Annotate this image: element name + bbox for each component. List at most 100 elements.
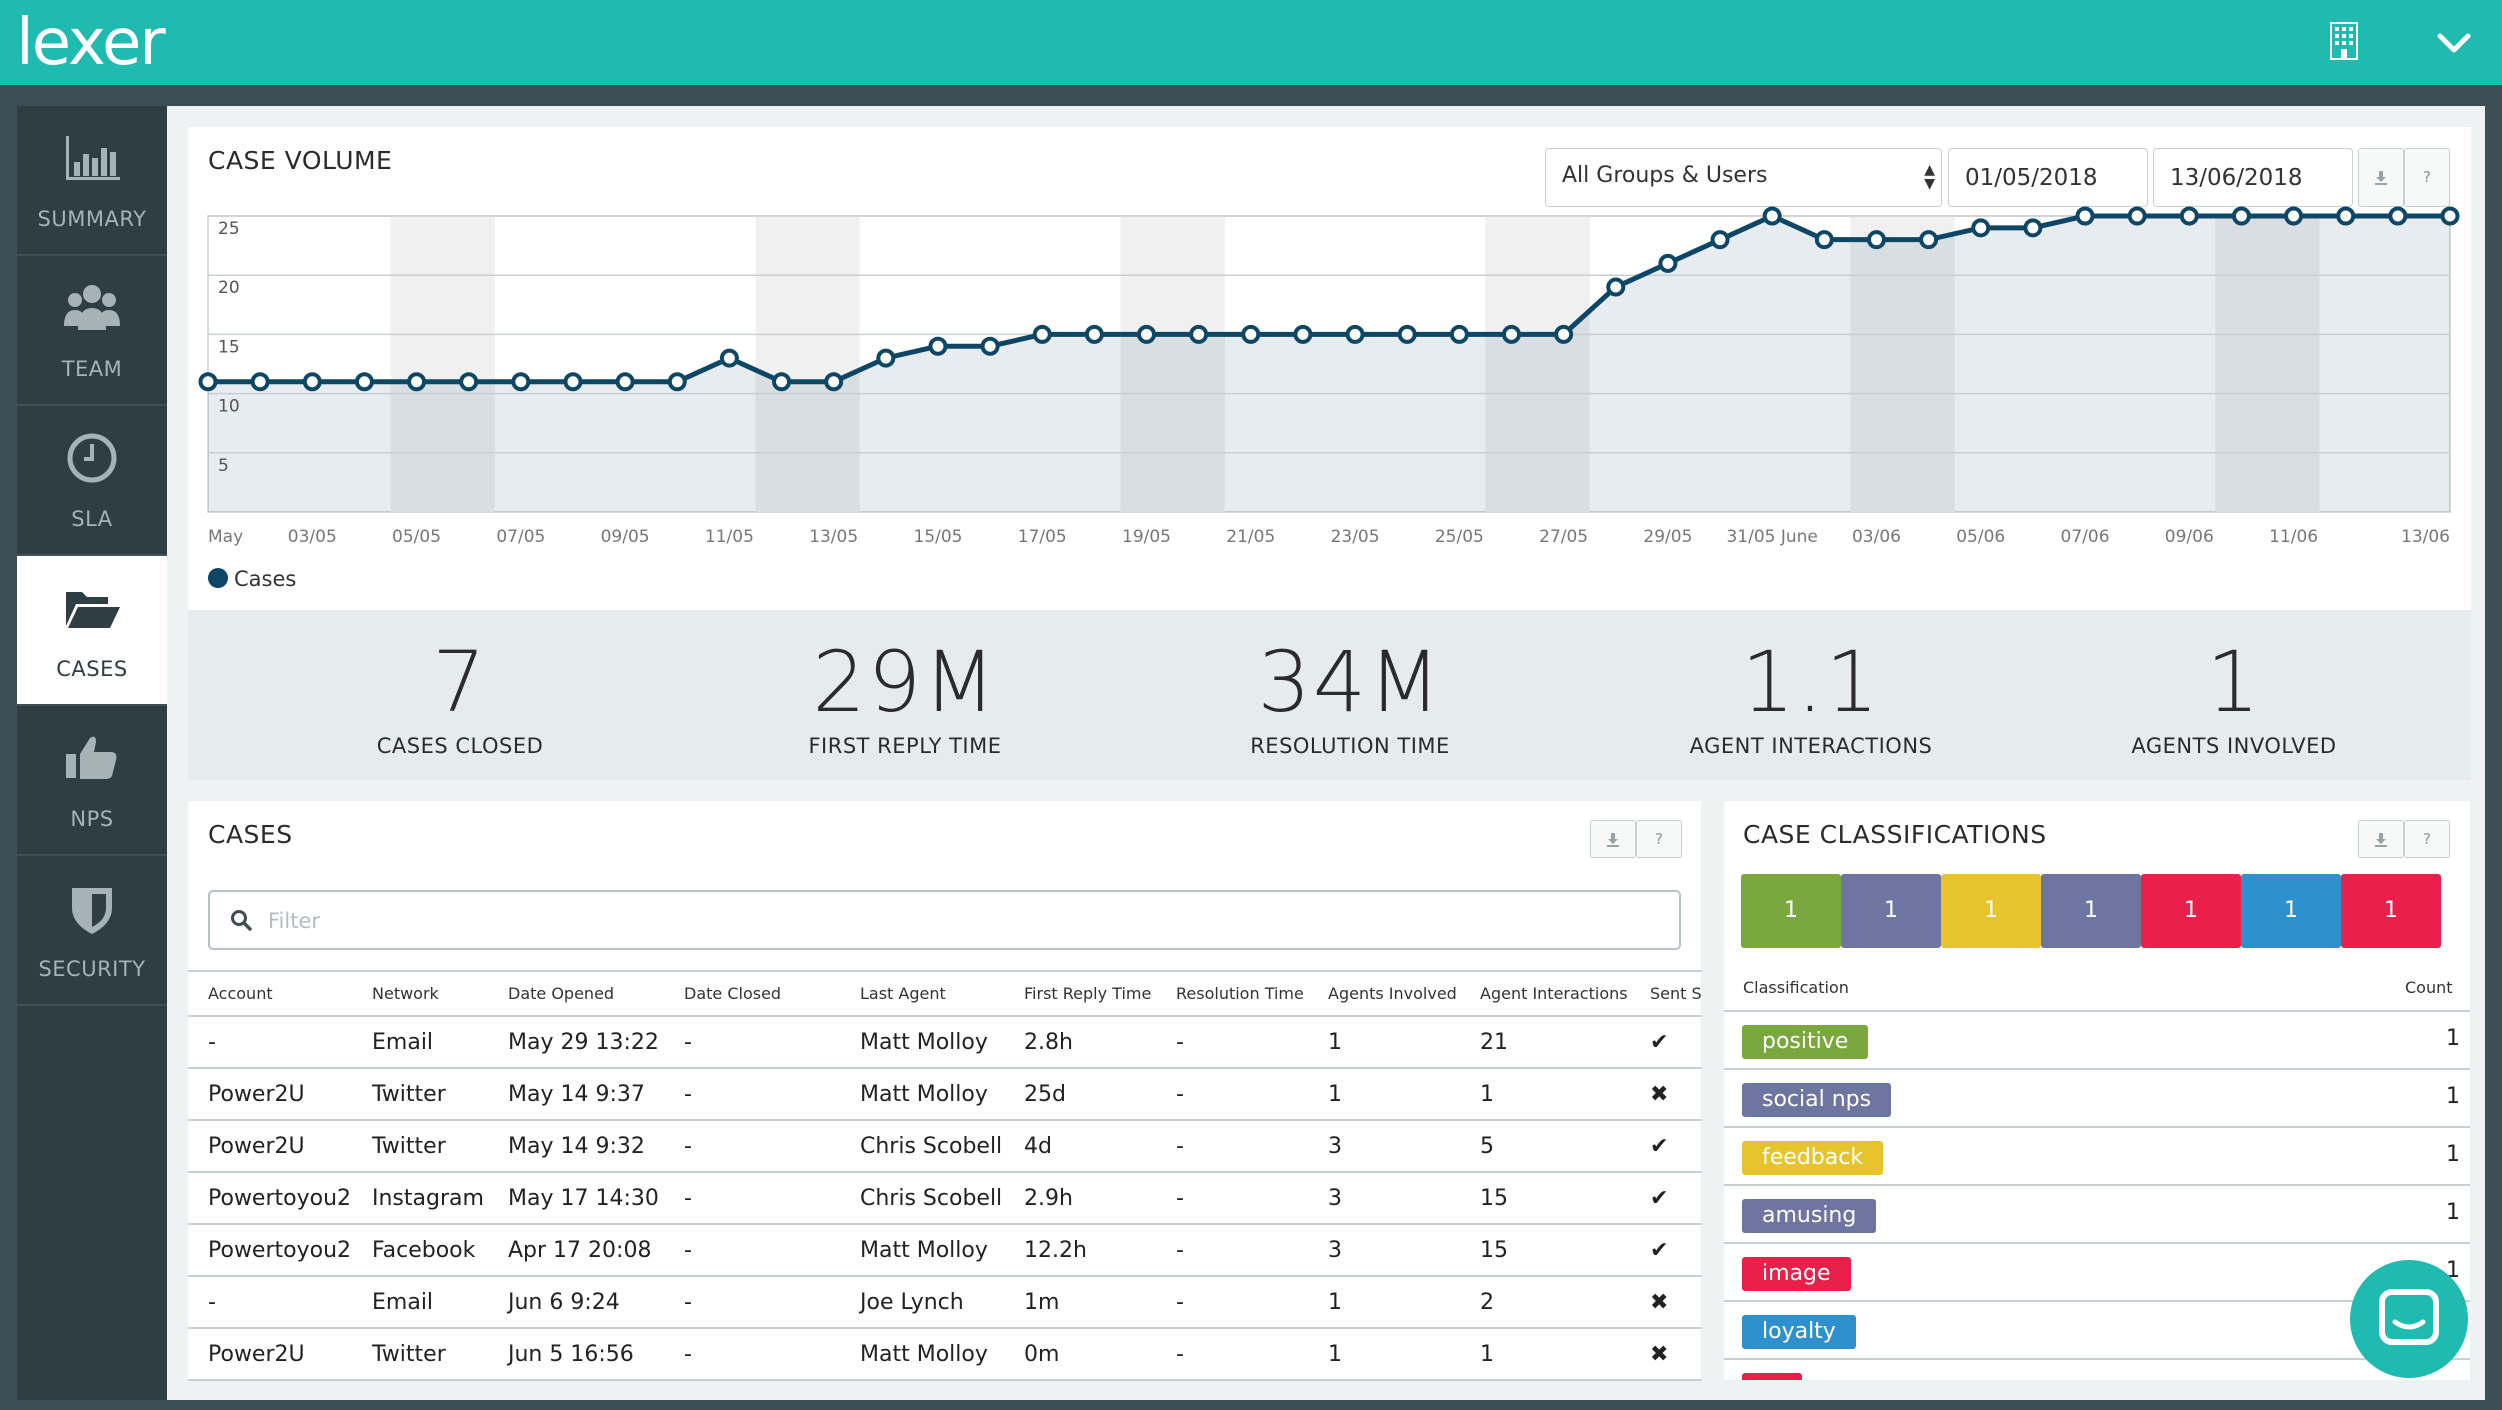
cell-first-reply-time: 12.2h: [1004, 1224, 1156, 1277]
table-row[interactable]: Power2U Twitter Jun 5 16:56 - Matt Mollo…: [188, 1328, 1702, 1381]
x-tick-label: 15/05: [913, 527, 962, 547]
classification-tag: [1742, 1373, 1802, 1380]
cell-account: Powertoyou2: [188, 1172, 352, 1225]
data-point: [511, 372, 531, 392]
classification-block[interactable]: 1: [1741, 874, 1841, 948]
cell-date-opened: May 17 14:30: [488, 1172, 664, 1225]
table-row[interactable]: Power2U Twitter May 14 9:37 - Matt Mollo…: [188, 1068, 1702, 1121]
stat-value: 7: [432, 633, 488, 731]
data-point: [1554, 324, 1574, 344]
classification-block[interactable]: 1: [2141, 874, 2241, 948]
column-header-account[interactable]: Account: [188, 970, 352, 1017]
classification-block[interactable]: 1: [2241, 874, 2341, 948]
cell-agents-involved: 1: [1308, 1068, 1460, 1121]
classifications-help-button[interactable]: ?: [2404, 820, 2450, 858]
cell-last-agent: Matt Molloy: [840, 1016, 1004, 1069]
cell-last-agent: Joe Lynch: [840, 1276, 1004, 1329]
cell-first-reply-time: 2.8h: [1004, 1016, 1156, 1069]
app-logo[interactable]: lexer: [16, 6, 166, 80]
data-point: [2075, 206, 2095, 226]
cell-network: Twitter: [352, 1120, 488, 1173]
cell-agents-involved: 1: [1308, 1276, 1460, 1329]
filter-placeholder: Filter: [268, 909, 321, 933]
column-header-resolution-time[interactable]: Resolution Time: [1156, 970, 1308, 1017]
column-header-date-closed[interactable]: Date Closed: [664, 970, 840, 1017]
chevron-down-icon[interactable]: [2436, 28, 2472, 58]
select-caret-icon: ▲ ▼: [1924, 162, 1935, 192]
table-row[interactable]: Powertoyou2 Facebook Apr 17 20:08 - Matt…: [188, 1224, 1702, 1277]
cell-account: Power2U: [188, 1068, 352, 1121]
weekend-band: [1485, 216, 1590, 512]
cases-download-button[interactable]: [1590, 820, 1636, 858]
table-row[interactable]: Powertoyou2 Instagram May 17 14:30 - Chr…: [188, 1172, 1702, 1225]
cell-account: Power2U: [188, 1120, 352, 1173]
table-row[interactable]: Power2U Twitter May 14 9:32 - Chris Scob…: [188, 1120, 1702, 1173]
classification-tag: amusing: [1742, 1199, 1877, 1233]
building-icon[interactable]: [2330, 22, 2358, 60]
column-header-agents-involved[interactable]: Agents Involved: [1308, 970, 1460, 1017]
chat-icon: [2379, 1289, 2439, 1345]
classification-tag: loyalty: [1742, 1315, 1856, 1349]
data-point: [1084, 324, 1104, 344]
date-to-input[interactable]: 13/06/2018: [2153, 148, 2353, 207]
classification-row[interactable]: loyalty: [1724, 1300, 2470, 1358]
classification-row[interactable]: positive 1: [1724, 1010, 2470, 1068]
classification-row[interactable]: amusing 1: [1724, 1184, 2470, 1242]
download-button[interactable]: [2358, 148, 2404, 207]
column-header-first-reply-time[interactable]: First Reply Time: [1004, 970, 1156, 1017]
classification-tag: feedback: [1742, 1141, 1884, 1175]
cell-account: -: [188, 1276, 352, 1329]
column-header-agent-interactions[interactable]: Agent Interactions: [1460, 970, 1630, 1017]
bar-chart-icon: [66, 136, 120, 180]
cell-date-opened: Jun 6 9:24: [488, 1276, 664, 1329]
column-header-last-agent[interactable]: Last Agent: [840, 970, 1004, 1017]
table-row[interactable]: - Email Jun 6 9:24 - Joe Lynch 1m - 1 2 …: [188, 1276, 1702, 1329]
classification-column-header: Classification: [1743, 978, 1849, 997]
column-header-network[interactable]: Network: [352, 970, 488, 1017]
classification-row[interactable]: feedback 1: [1724, 1126, 2470, 1184]
classifications-download-button[interactable]: [2358, 820, 2404, 858]
data-point: [876, 348, 896, 368]
classification-block[interactable]: 1: [2341, 874, 2441, 948]
cross-icon: ✖: [1630, 1068, 1702, 1121]
stat-agent-interactions: 1.1 AGENT INTERACTIONS: [1611, 610, 2011, 758]
cell-first-reply-time: 25d: [1004, 1068, 1156, 1121]
sidebar-item-sla[interactable]: SLA: [17, 406, 167, 556]
classification-block[interactable]: 1: [1841, 874, 1941, 948]
cell-last-agent: Chris Scobell: [840, 1172, 1004, 1225]
cell-resolution-time: -: [1156, 1276, 1308, 1329]
cell-agent-interactions: 21: [1460, 1016, 1630, 1069]
cases-help-button[interactable]: ?: [1636, 820, 1682, 858]
cell-agents-involved: 3: [1308, 1172, 1460, 1225]
data-point: [1345, 324, 1365, 344]
sidebar-item-security[interactable]: SECURITY: [17, 856, 167, 1006]
stat-label: FIRST REPLY TIME: [808, 734, 1002, 758]
sidebar-item-summary[interactable]: SUMMARY: [17, 106, 167, 256]
x-tick-label: 11/06: [2269, 527, 2318, 547]
legend-label: Cases: [234, 567, 296, 591]
cases-filter-input[interactable]: Filter: [208, 890, 1681, 950]
classification-block[interactable]: 1: [2041, 874, 2141, 948]
cell-resolution-time: -: [1156, 1224, 1308, 1277]
cell-agent-interactions: 15: [1460, 1224, 1630, 1277]
group-select[interactable]: All Groups & Users ▲ ▼: [1545, 148, 1942, 207]
stat-resolution-time: 34M RESOLUTION TIME: [1200, 610, 1500, 758]
group-select-value: All Groups & Users: [1562, 163, 1768, 188]
classification-block[interactable]: 1: [1941, 874, 2041, 948]
x-tick-label: 13/05: [809, 527, 858, 547]
classification-row[interactable]: [1724, 1358, 2470, 1380]
data-point: [2284, 206, 2304, 226]
column-header-sent[interactable]: Sent S: [1630, 970, 1702, 1017]
chat-launcher[interactable]: [2350, 1260, 2468, 1378]
sidebar-item-cases[interactable]: CASES: [17, 556, 167, 706]
cell-date-closed: -: [664, 1016, 840, 1069]
y-tick-label: 15: [218, 337, 240, 357]
table-row[interactable]: - Email May 29 13:22 - Matt Molloy 2.8h …: [188, 1016, 1702, 1069]
column-header-date-opened[interactable]: Date Opened: [488, 970, 664, 1017]
sidebar-item-team[interactable]: TEAM: [17, 256, 167, 406]
download-icon: [1607, 832, 1619, 847]
help-button[interactable]: ?: [2404, 148, 2450, 207]
date-from-input[interactable]: 01/05/2018: [1948, 148, 2148, 207]
classification-row[interactable]: social nps 1: [1724, 1068, 2470, 1126]
sidebar-item-nps[interactable]: NPS: [17, 706, 167, 856]
